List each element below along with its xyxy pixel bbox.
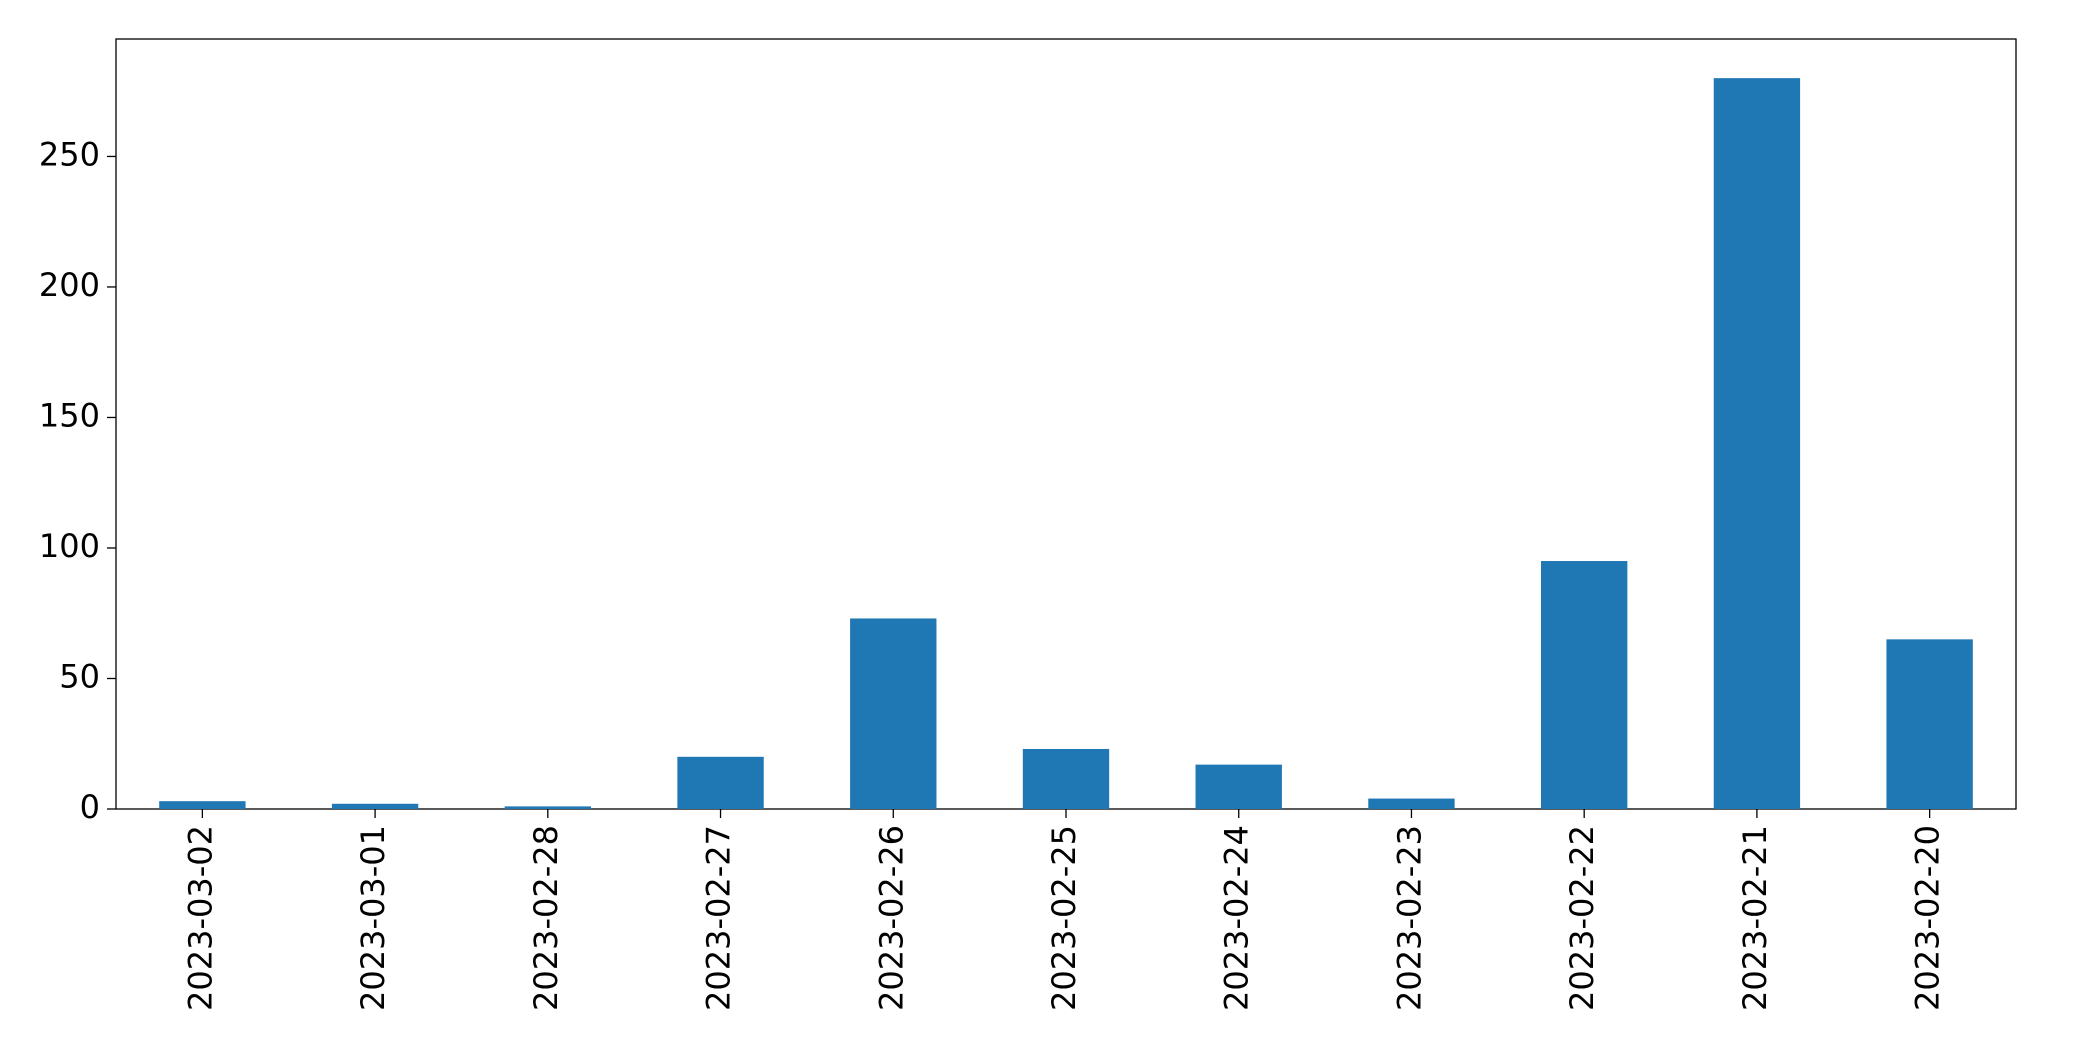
y-tick-label: 0 <box>80 788 100 826</box>
y-tick-label: 250 <box>39 135 100 173</box>
x-tick-label: 2023-02-27 <box>700 825 738 1011</box>
bar <box>159 801 246 809</box>
bar <box>1541 561 1628 809</box>
x-tick-label: 2023-03-02 <box>181 825 219 1011</box>
y-tick-label: 100 <box>39 527 100 565</box>
bar <box>331 803 419 809</box>
bar <box>1022 748 1110 809</box>
bar <box>1368 798 1455 809</box>
x-tick-label: 2023-03-01 <box>354 825 392 1011</box>
y-tick-label: 150 <box>39 396 100 434</box>
bar <box>504 806 591 809</box>
bar <box>1886 639 1973 809</box>
x-tick-label: 2023-02-20 <box>1909 825 1947 1011</box>
y-tick-label: 200 <box>39 266 100 304</box>
y-tick-label: 50 <box>59 657 100 695</box>
bar <box>677 756 764 809</box>
x-tick-label: 2023-02-28 <box>527 825 565 1011</box>
bar <box>850 618 937 809</box>
x-tick-label: 2023-02-24 <box>1218 825 1256 1011</box>
x-tick-label: 2023-02-22 <box>1563 825 1601 1011</box>
x-tick-label: 2023-02-21 <box>1736 825 1774 1011</box>
x-tick-label: 2023-02-25 <box>1045 825 1083 1011</box>
x-tick-label: 2023-02-26 <box>872 825 910 1011</box>
x-tick-label: 2023-02-23 <box>1390 825 1428 1011</box>
bar <box>1713 78 1801 810</box>
bar <box>1195 764 1282 809</box>
